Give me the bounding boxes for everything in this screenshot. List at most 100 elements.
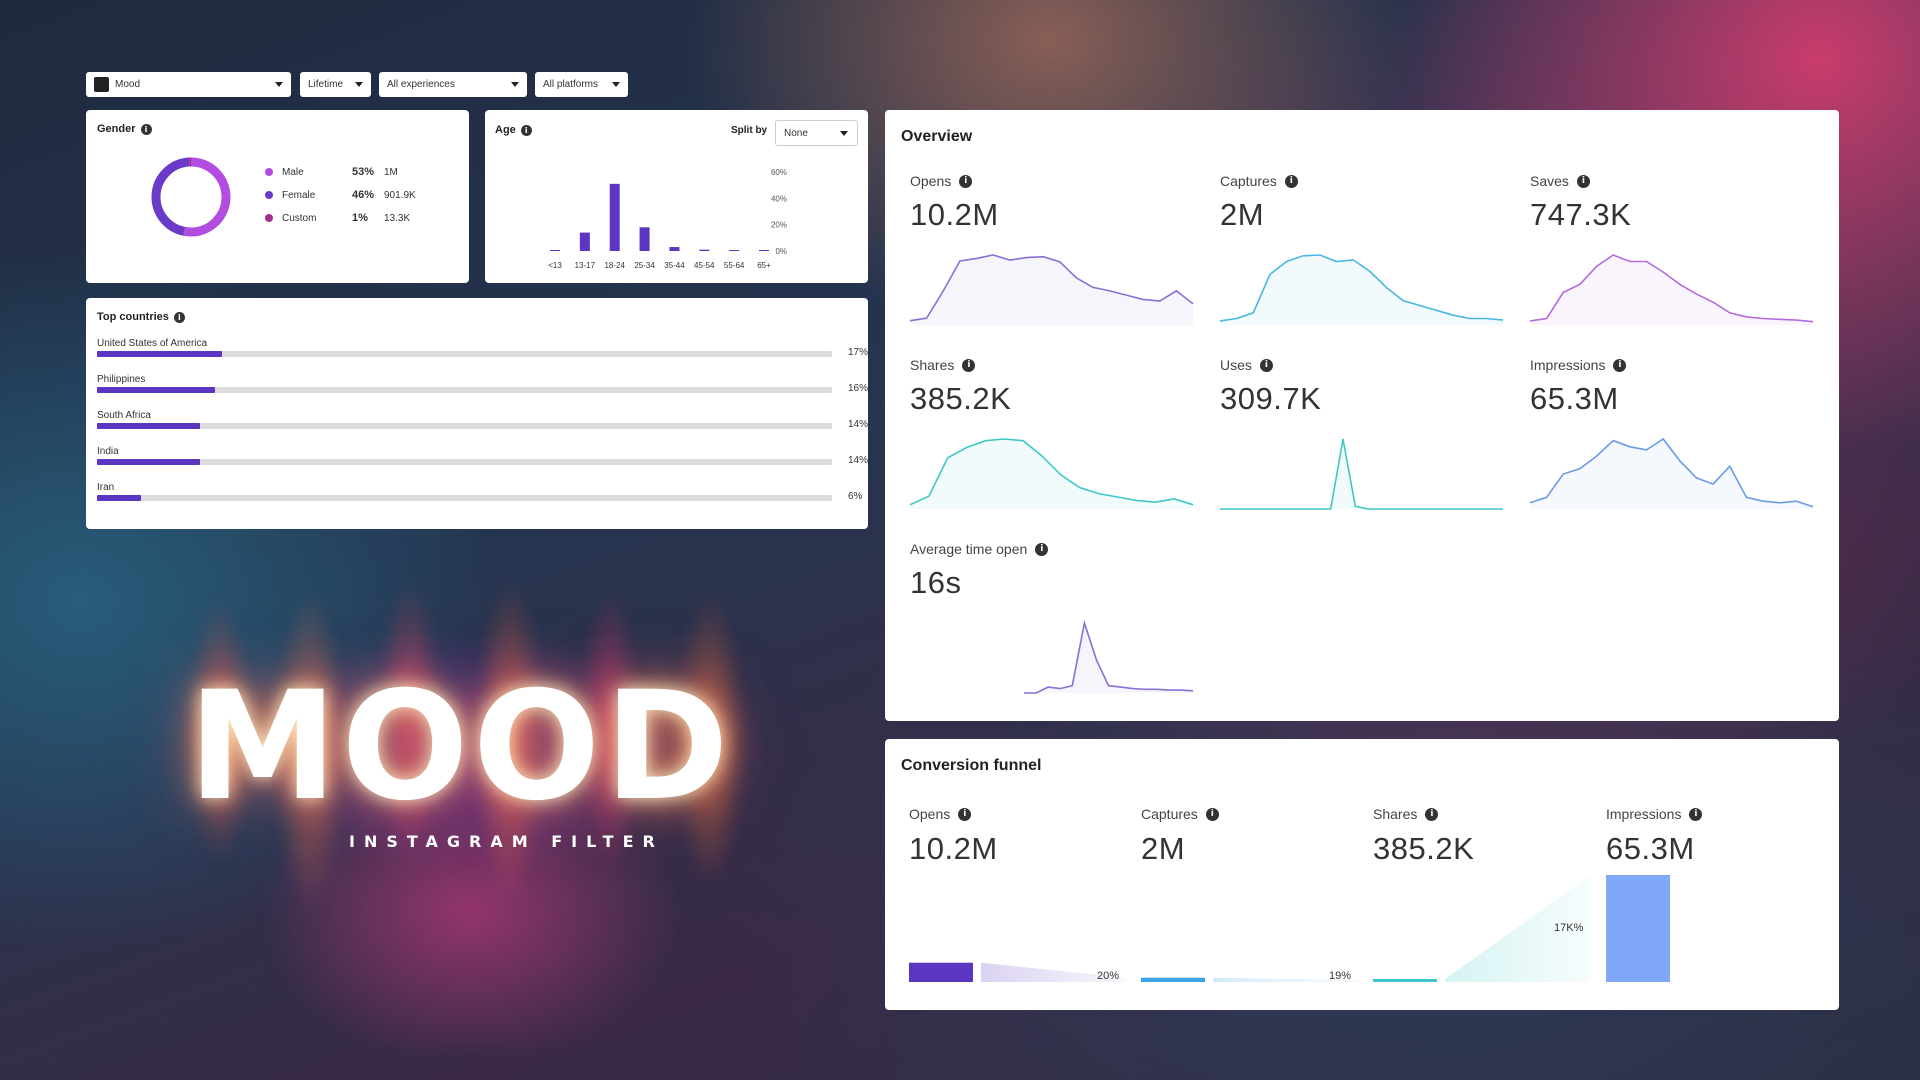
mood-logo-text: MOOD — [188, 660, 733, 834]
country-bar-fill — [97, 459, 200, 465]
info-icon[interactable]: i — [1205, 807, 1219, 821]
metric-impressions: Impressions i 65.3M — [1530, 357, 1627, 417]
gender-panel: Gender i Male 53% 1M Female 46% 901.9K Cu… — [86, 110, 469, 283]
info-icon[interactable]: i — [1425, 807, 1439, 821]
legend-dot — [265, 214, 273, 222]
country-row: United States of America 17% — [97, 338, 868, 358]
metric-value: 16s — [910, 565, 962, 600]
metric-value: 385.2K — [910, 381, 1012, 416]
funnel-bar[interactable] — [1373, 979, 1437, 982]
country-bar-track — [97, 351, 832, 357]
funnel-rate: 19% — [1329, 970, 1352, 982]
x-tick-label: 35-44 — [664, 261, 685, 270]
info-icon[interactable]: i — [520, 124, 532, 136]
metric-opens: Opens i 10.2M — [910, 173, 999, 232]
sparkline-area — [910, 439, 1193, 509]
funnel-rate: 20% — [1097, 970, 1120, 982]
info-icon[interactable]: i — [1035, 542, 1049, 556]
info-icon[interactable]: i — [1576, 174, 1590, 188]
country-name: Philippines — [97, 374, 146, 385]
sparkline-area — [1220, 255, 1503, 325]
gender-title: Gender i — [97, 123, 152, 135]
funnel-bar[interactable] — [1606, 875, 1670, 982]
split-by-dropdown[interactable]: None — [775, 120, 858, 146]
funnel-bar[interactable] — [909, 962, 973, 982]
age-bar[interactable] — [699, 249, 710, 251]
country-bar-track — [97, 459, 832, 465]
metric-uses: Uses i 309.7K — [1220, 357, 1322, 416]
country-bar-fill — [97, 387, 215, 393]
sparkline-area — [1530, 255, 1813, 325]
experiences-dropdown[interactable]: All experiences — [379, 72, 527, 97]
country-name: India — [97, 446, 119, 457]
info-icon[interactable]: i — [173, 311, 185, 323]
time-range-dropdown[interactable]: Lifetime — [300, 72, 371, 97]
info-icon[interactable]: i — [962, 358, 976, 372]
x-tick-label: <13 — [548, 261, 562, 270]
age-bar[interactable] — [639, 227, 650, 251]
chevron-down-icon — [612, 82, 620, 87]
conversion-funnel-title: Conversion funnel — [901, 757, 1042, 774]
platforms-label: All platforms — [543, 79, 599, 90]
instagram-filter-subtitle: INSTAGRAM FILTER — [349, 832, 664, 851]
age-bar[interactable] — [759, 250, 769, 251]
metric-average-time-open: Average time open i 16s — [910, 541, 1049, 601]
age-bar[interactable] — [579, 232, 590, 251]
country-row: Philippines 16% — [97, 374, 868, 394]
platforms-dropdown[interactable]: All platforms — [535, 72, 628, 97]
funnel-value-impressions: 65.3M — [1606, 831, 1695, 866]
country-row: Iran 6% — [97, 482, 862, 502]
chevron-down-icon — [275, 82, 283, 87]
country-row: South Africa 14% — [97, 410, 868, 430]
sparkline-line — [909, 254, 1194, 322]
metric-value: 65.3M — [1530, 381, 1619, 416]
x-tick-label: 55-64 — [724, 261, 745, 270]
age-bar[interactable] — [609, 183, 620, 251]
country-percent: 14% — [848, 455, 869, 466]
info-icon[interactable]: i — [1613, 358, 1627, 372]
filter-dropdown[interactable]: Mood — [86, 72, 291, 97]
overview-title: Overview — [901, 128, 973, 145]
metric-value: 747.3K — [1530, 197, 1632, 232]
country-percent: 16% — [848, 383, 869, 394]
info-icon[interactable]: i — [1284, 174, 1298, 188]
x-tick-label: 13-17 — [575, 261, 596, 270]
funnel-label-captures: Captures i — [1141, 806, 1219, 822]
country-percent: 17% — [848, 347, 869, 358]
funnel-connector — [1213, 977, 1359, 982]
info-icon[interactable]: i — [1689, 807, 1703, 821]
age-bar[interactable] — [669, 247, 680, 251]
conversion-funnel-panel: Conversion funnel Opens i 10.2M Captures i… — [885, 739, 1839, 1010]
metric-value: 309.7K — [1220, 381, 1322, 416]
country-percent: 14% — [848, 419, 869, 430]
y-tick-label: 60% — [771, 168, 787, 177]
funnel-chart — [909, 875, 1670, 982]
info-icon[interactable]: i — [958, 807, 972, 821]
split-by-label: Split by — [731, 125, 768, 136]
age-bar[interactable] — [729, 250, 740, 251]
sparkline-line — [909, 438, 1194, 506]
chevron-down-icon — [511, 82, 519, 87]
funnel-value-opens: 10.2M — [909, 831, 998, 866]
country-bar-track — [97, 495, 832, 501]
metric-captures: Captures i 2M — [1220, 173, 1298, 233]
sparkline-area — [1220, 439, 1503, 509]
donut-slice — [151, 157, 231, 237]
metric-value: 10.2M — [910, 197, 999, 232]
age-bar[interactable] — [550, 250, 560, 251]
funnel-connector — [981, 962, 1127, 982]
funnel-value-shares: 385.2K — [1373, 831, 1475, 866]
sparkline-line — [1220, 438, 1503, 510]
donut-slice — [151, 157, 231, 237]
info-icon[interactable]: i — [1259, 358, 1273, 372]
country-bar-track — [97, 423, 832, 429]
info-icon[interactable]: i — [140, 123, 152, 135]
overview-panel: Overview Opens i 10.2M Captures i 2M Saves… — [885, 110, 1839, 721]
gender-donut-chart — [151, 157, 231, 237]
metric-value: 2M — [1220, 197, 1265, 232]
info-icon[interactable]: i — [959, 174, 973, 188]
funnel-rate: 17K% — [1554, 922, 1584, 934]
age-panel: Age i Split by None 60% 40% 20% 0% <13 13-17 18… — [485, 110, 868, 283]
experiences-label: All experiences — [387, 79, 455, 90]
funnel-bar[interactable] — [1141, 977, 1205, 982]
